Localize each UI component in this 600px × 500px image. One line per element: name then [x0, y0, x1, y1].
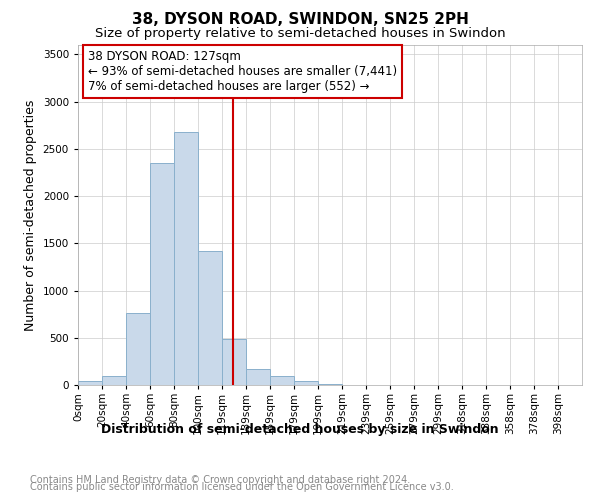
Y-axis label: Number of semi-detached properties: Number of semi-detached properties — [24, 100, 37, 330]
Bar — [246, 369, 270, 385]
Bar — [150, 163, 174, 385]
Text: Size of property relative to semi-detached houses in Swindon: Size of property relative to semi-detach… — [95, 28, 505, 40]
Bar — [126, 313, 150, 385]
Text: Contains public sector information licensed under the Open Government Licence v3: Contains public sector information licen… — [30, 482, 454, 492]
Text: Contains HM Land Registry data © Crown copyright and database right 2024.: Contains HM Land Registry data © Crown c… — [30, 475, 410, 485]
Bar — [174, 132, 198, 385]
Bar — [198, 251, 222, 385]
Bar — [270, 376, 294, 385]
Bar — [318, 384, 342, 385]
Bar — [102, 376, 126, 385]
Text: Distribution of semi-detached houses by size in Swindon: Distribution of semi-detached houses by … — [101, 422, 499, 436]
Bar — [222, 338, 246, 385]
Text: 38, DYSON ROAD, SWINDON, SN25 2PH: 38, DYSON ROAD, SWINDON, SN25 2PH — [131, 12, 469, 28]
Text: 38 DYSON ROAD: 127sqm
← 93% of semi-detached houses are smaller (7,441)
7% of se: 38 DYSON ROAD: 127sqm ← 93% of semi-deta… — [88, 50, 397, 93]
Bar — [78, 381, 102, 385]
Bar — [294, 381, 318, 385]
